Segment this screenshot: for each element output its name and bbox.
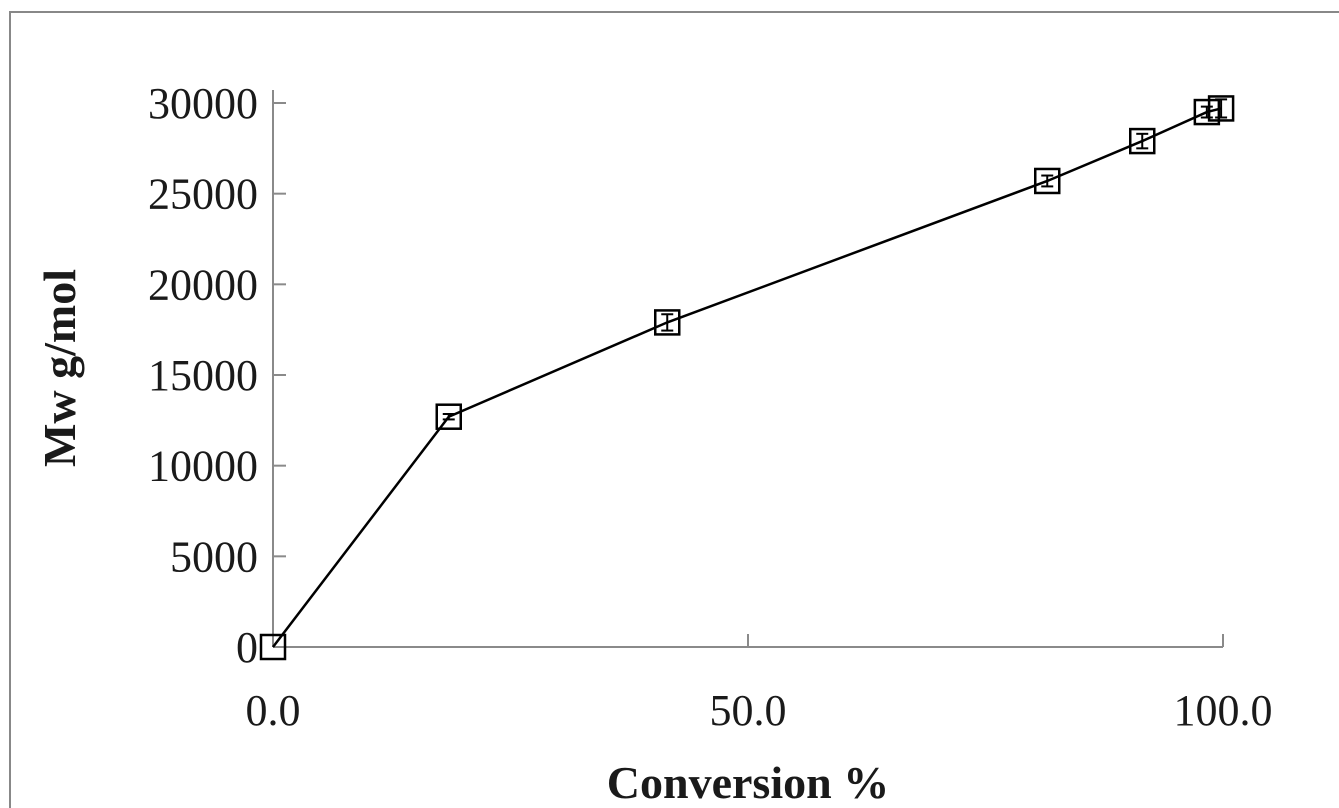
y-tick-label: 10000 bbox=[148, 442, 258, 491]
data-point bbox=[259, 633, 287, 661]
y-tick-label: 15000 bbox=[148, 351, 258, 400]
series-layer bbox=[259, 95, 1235, 661]
y-axis-ticks: 0 5000 10000 15000 20000 25000 30000 bbox=[148, 79, 286, 672]
data-point bbox=[1193, 98, 1221, 126]
y-tick-label: 25000 bbox=[148, 170, 258, 219]
y-axis-title: Mw g/mol bbox=[34, 269, 85, 467]
y-tick-label: 5000 bbox=[170, 532, 258, 581]
data-point bbox=[435, 403, 462, 430]
square-marker bbox=[1207, 95, 1235, 122]
data-point bbox=[1129, 127, 1156, 155]
square-marker bbox=[1034, 167, 1061, 195]
x-axis-title: Conversion % bbox=[607, 757, 889, 808]
square-marker bbox=[435, 403, 462, 430]
chart-frame bbox=[9, 11, 1339, 808]
square-marker bbox=[1129, 127, 1156, 155]
square-marker bbox=[654, 309, 681, 336]
square-marker bbox=[259, 633, 287, 661]
x-tick-label: 100.0 bbox=[1174, 686, 1273, 735]
y-tick-label: 30000 bbox=[148, 79, 258, 128]
data-point bbox=[654, 309, 681, 336]
data-point bbox=[1207, 95, 1235, 122]
y-tick-label: 0 bbox=[236, 623, 258, 672]
x-tick-label: 0.0 bbox=[246, 686, 301, 735]
data-point bbox=[1034, 167, 1061, 195]
square-marker bbox=[1193, 98, 1221, 126]
x-tick-label: 50.0 bbox=[710, 686, 787, 735]
y-tick-label: 20000 bbox=[148, 260, 258, 309]
x-axis-ticks: 0.0 50.0 100.0 bbox=[246, 634, 1273, 735]
